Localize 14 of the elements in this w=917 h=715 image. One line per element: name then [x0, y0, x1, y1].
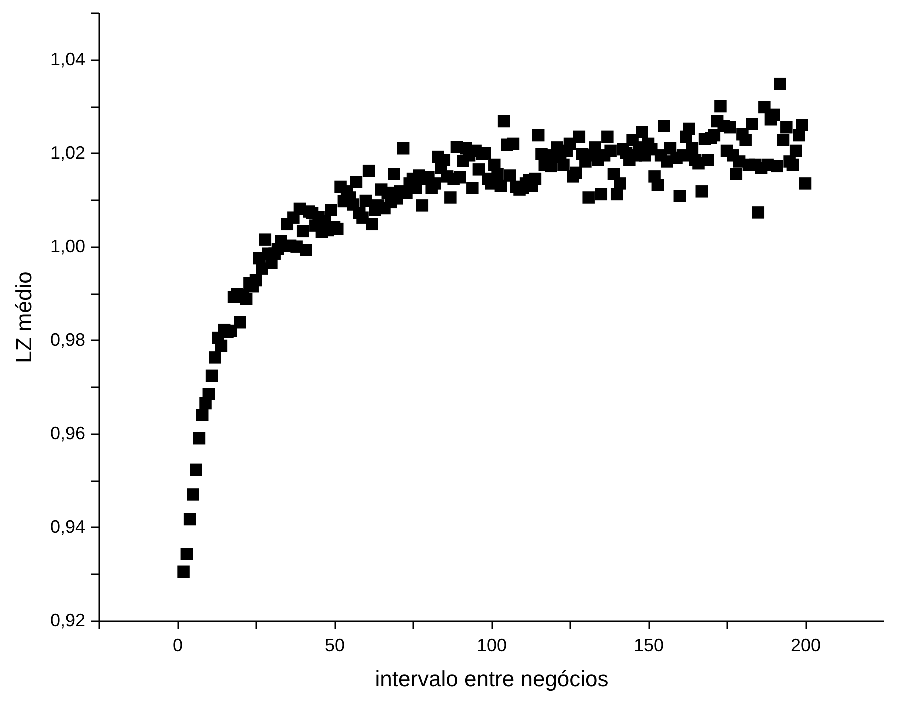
y-tick-label: 1,02: [50, 142, 86, 163]
x-axis-title: intervalo entre negócios: [375, 666, 609, 692]
y-tick-label: 1,04: [50, 49, 86, 70]
y-axis-title: LZ médio: [11, 272, 36, 364]
y-tick-label: 0,94: [50, 516, 86, 537]
y-tick-label: 0,98: [50, 330, 86, 350]
y-tick-label: 0,96: [50, 423, 86, 444]
x-tick-label: 0: [172, 636, 184, 656]
y-tick-label: 1,00: [50, 236, 86, 256]
x-tick-label: 100: [476, 636, 508, 656]
y-tick-label: 0,92: [50, 610, 86, 630]
x-tick-label: 50: [324, 636, 346, 656]
x-tick-label: 150: [634, 636, 664, 656]
x-tick-label: 200: [790, 636, 822, 656]
